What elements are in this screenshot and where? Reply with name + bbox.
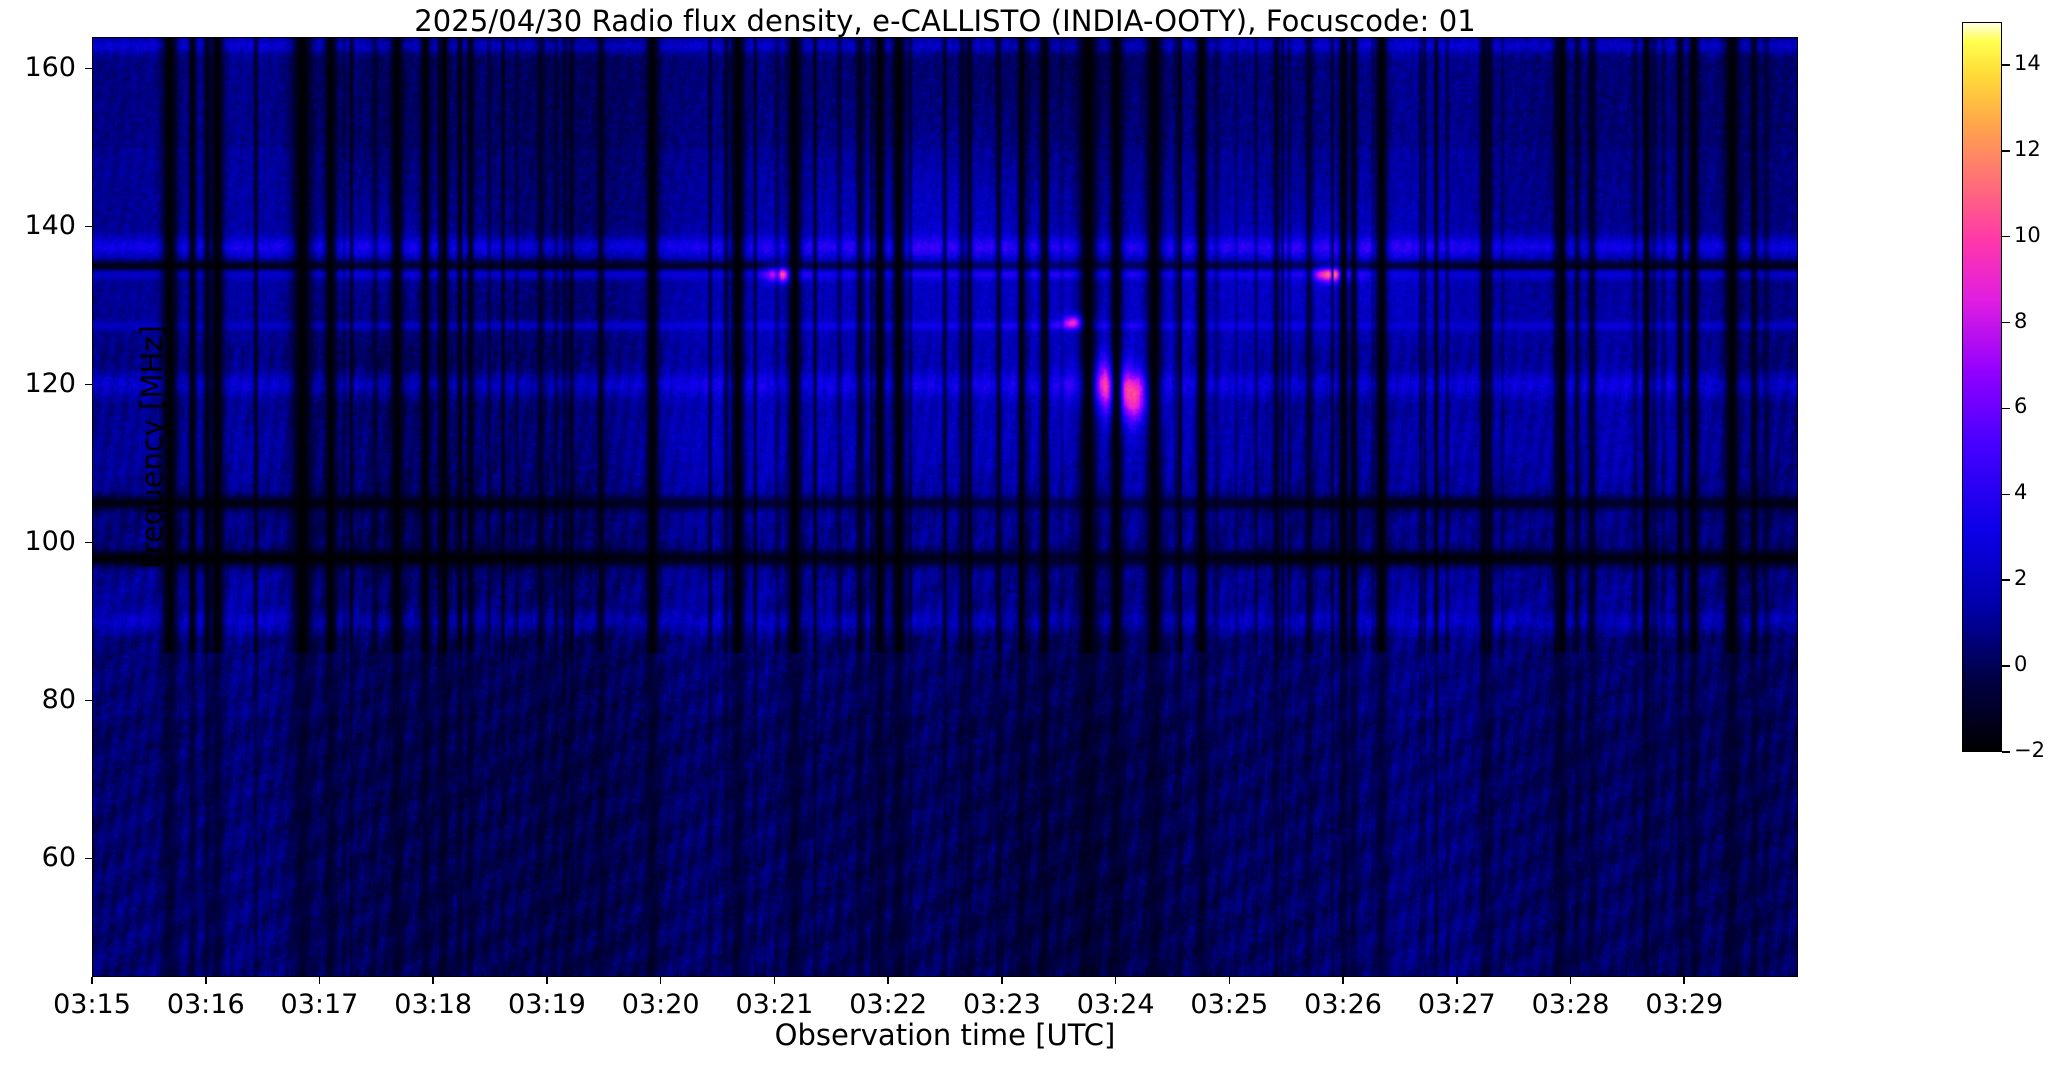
x-tick-label: 03:29 (1645, 989, 1724, 1020)
x-tick-mark (546, 977, 548, 984)
colorbar-tick-mark (2002, 150, 2010, 152)
x-tick-label: 03:19 (508, 989, 586, 1020)
y-axis-label: Frequency [MHz] (135, 325, 169, 569)
colorbar-tick-label: 8 (2014, 308, 2028, 333)
colorbar-tick-label: 6 (2014, 394, 2028, 419)
y-tick-label: 60 (41, 841, 76, 873)
x-tick-label: 03:17 (280, 989, 359, 1020)
y-tick-label: 120 (24, 367, 76, 399)
colorbar-tick-mark (2002, 665, 2010, 667)
colorbar-tick-label: 4 (2014, 480, 2028, 505)
x-tick-label: 03:15 (53, 989, 131, 1020)
x-tick-mark (887, 977, 889, 984)
x-tick-label: 03:24 (1076, 989, 1155, 1020)
x-tick-label: 03:16 (166, 989, 245, 1020)
y-tick-mark (85, 699, 92, 702)
x-tick-mark (1683, 977, 1686, 984)
x-tick-mark (1001, 977, 1003, 984)
x-tick-mark (204, 977, 207, 984)
x-tick-mark (1569, 977, 1572, 984)
colorbar-tick-mark (2002, 321, 2010, 324)
x-tick-label: 03:25 (1190, 989, 1269, 1020)
x-axis-label: Observation time [UTC] (774, 1018, 1116, 1052)
x-tick-mark (432, 977, 434, 984)
y-tick-mark (85, 225, 92, 228)
x-tick-mark (91, 977, 93, 984)
y-tick-mark (85, 857, 92, 860)
y-tick-label: 100 (24, 525, 76, 557)
colorbar-tick-label: 12 (2014, 136, 2041, 161)
x-tick-mark (659, 977, 662, 984)
x-tick-mark (773, 977, 776, 984)
colorbar-tick-mark (2002, 407, 2010, 410)
colorbar-tick-label: 14 (2014, 50, 2041, 75)
x-tick-mark (318, 977, 321, 984)
x-tick-label: 03:21 (735, 989, 814, 1020)
y-tick-label: 140 (24, 209, 76, 241)
y-tick-mark (85, 541, 92, 544)
x-tick-label: 03:27 (1417, 989, 1496, 1020)
y-tick-label: 160 (24, 51, 76, 83)
colorbar-gradient (1963, 23, 2001, 751)
y-tick-mark (85, 383, 92, 386)
x-tick-label: 03:23 (962, 989, 1041, 1020)
colorbar-tick-mark (2002, 235, 2010, 238)
x-tick-mark (1114, 977, 1117, 984)
figure-title: 2025/04/30 Radio flux density, e-CALLIST… (414, 4, 1476, 38)
colorbar-tick-label: −2 (2014, 738, 2045, 762)
colorbar-tick-mark (2002, 493, 2010, 496)
colorbar-tick-mark (2002, 751, 2010, 753)
spectrogram-image (93, 38, 1797, 976)
colorbar-tick-label: 2 (2014, 566, 2028, 591)
x-tick-mark (1342, 977, 1344, 984)
colorbar-tick-label: 0 (2014, 652, 2028, 677)
spectrogram-plot-area (92, 37, 1798, 977)
x-tick-label: 03:26 (1304, 989, 1382, 1020)
x-tick-mark (1228, 977, 1231, 984)
x-tick-label: 03:28 (1531, 989, 1610, 1020)
x-tick-label: 03:22 (849, 989, 928, 1020)
x-tick-label: 03:18 (394, 989, 473, 1020)
colorbar-tick-mark (2002, 64, 2010, 66)
colorbar (1962, 22, 2002, 752)
y-tick-mark (85, 67, 92, 70)
colorbar-tick-label: 10 (2014, 222, 2041, 247)
y-tick-label: 80 (41, 683, 76, 715)
x-tick-label: 03:20 (621, 989, 700, 1020)
colorbar-tick-mark (2002, 579, 2010, 581)
x-tick-mark (1456, 977, 1458, 984)
